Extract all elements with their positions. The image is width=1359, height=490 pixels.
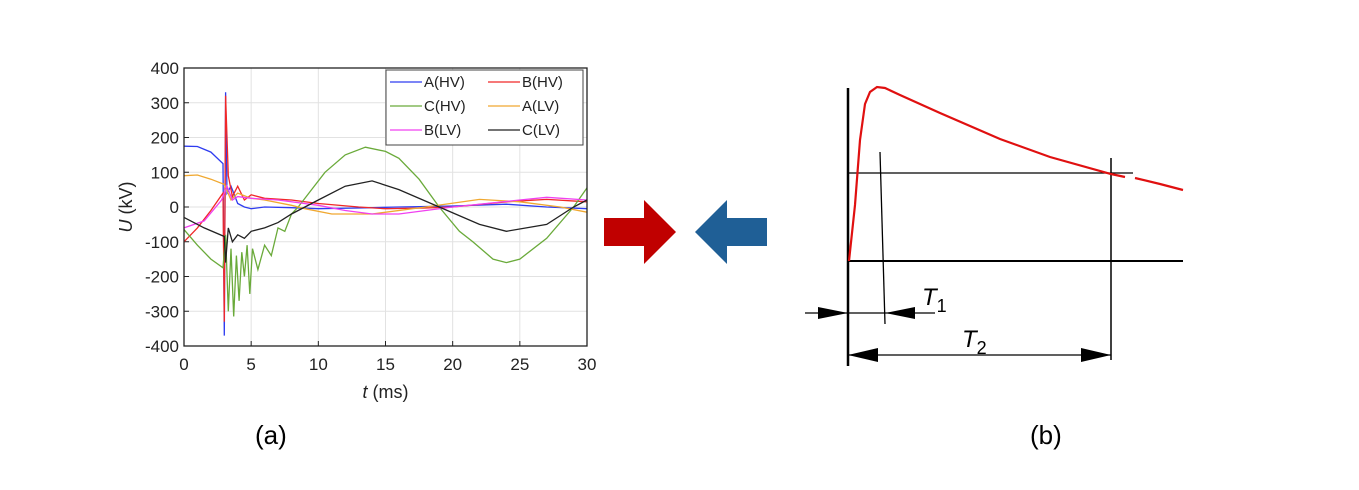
y-tick-label: 300 xyxy=(151,94,179,113)
blue-arrow-left-icon xyxy=(695,200,767,264)
legend-label: A(LV) xyxy=(522,98,559,115)
plot-frame xyxy=(183,67,588,347)
t1-arrow-left-icon xyxy=(885,307,915,319)
x-tick-label: 15 xyxy=(376,355,395,374)
series-line-chv xyxy=(183,146,588,317)
series-line-blv xyxy=(183,184,588,229)
x-tick-label: 30 xyxy=(578,355,597,374)
legend-label: C(LV) xyxy=(522,122,560,139)
chart-a: 0 5 10 15 20 25 30 -400 -300 -200 -100 0 100 200 300 40… xyxy=(116,59,596,402)
y-tick-label: 100 xyxy=(151,163,179,182)
t2-arrow-left-icon xyxy=(848,348,878,362)
caption-b: (b) xyxy=(1030,420,1062,450)
chart-b xyxy=(805,85,1184,366)
legend: A(HV) B(HV) C(HV) A(LV) B(LV) C(LV) xyxy=(385,69,584,146)
y-tick-label: -100 xyxy=(145,233,179,252)
y-axis-label: U (kV) xyxy=(116,182,136,233)
series-line-clv xyxy=(183,180,588,263)
t2-label: T2 xyxy=(962,326,987,358)
x-tick-label: 5 xyxy=(246,355,255,374)
legend-label: B(LV) xyxy=(424,122,461,139)
y-tick-label: -300 xyxy=(145,302,179,321)
x-tick-label: 10 xyxy=(309,355,328,374)
t1-arrow-right-icon xyxy=(818,307,848,319)
red-arrow-right-icon xyxy=(604,200,676,264)
t1-marker-line xyxy=(879,151,886,325)
x-tick-label: 20 xyxy=(443,355,462,374)
x-axis-label: t (ms) xyxy=(363,382,409,402)
y-tick-label: -400 xyxy=(145,337,179,356)
series-line-alv xyxy=(183,174,588,215)
t2-arrow-right-icon xyxy=(1081,348,1111,362)
t1-label: T1 xyxy=(922,284,947,316)
legend-label: B(HV) xyxy=(522,74,563,91)
x-tick-label: 0 xyxy=(179,355,188,374)
x-tick-label: 25 xyxy=(510,355,529,374)
legend-label: A(HV) xyxy=(424,74,465,91)
y-tick-label: 200 xyxy=(151,129,179,148)
y-tick-label: 400 xyxy=(151,59,179,78)
legend-label: C(HV) xyxy=(424,98,466,115)
caption-a: (a) xyxy=(255,420,287,450)
y-tick-label: 0 xyxy=(170,198,179,217)
y-tick-label: -200 xyxy=(145,268,179,287)
impulse-curve xyxy=(847,85,1184,262)
